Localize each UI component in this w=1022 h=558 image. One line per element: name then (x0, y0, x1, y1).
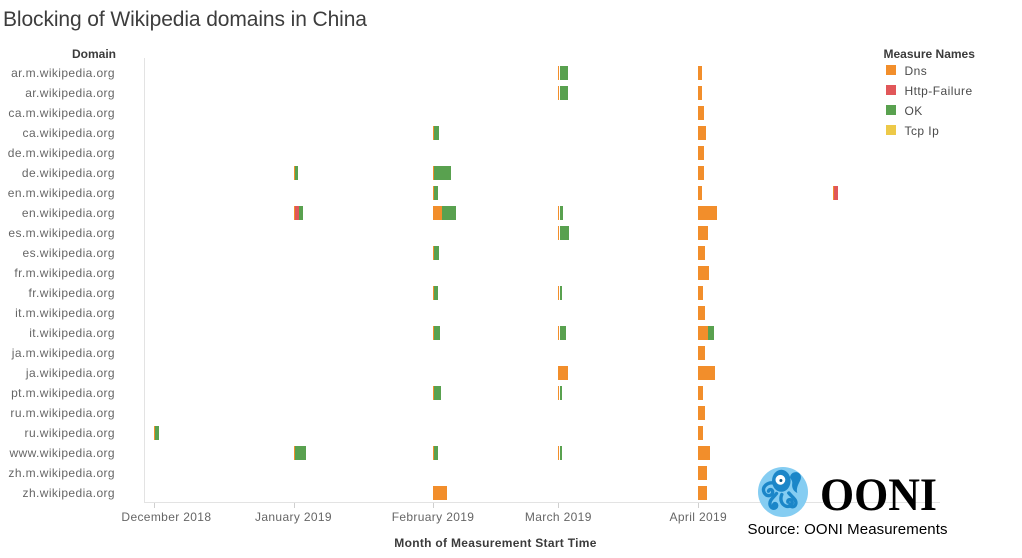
svg-text:OONI: OONI (820, 469, 937, 520)
